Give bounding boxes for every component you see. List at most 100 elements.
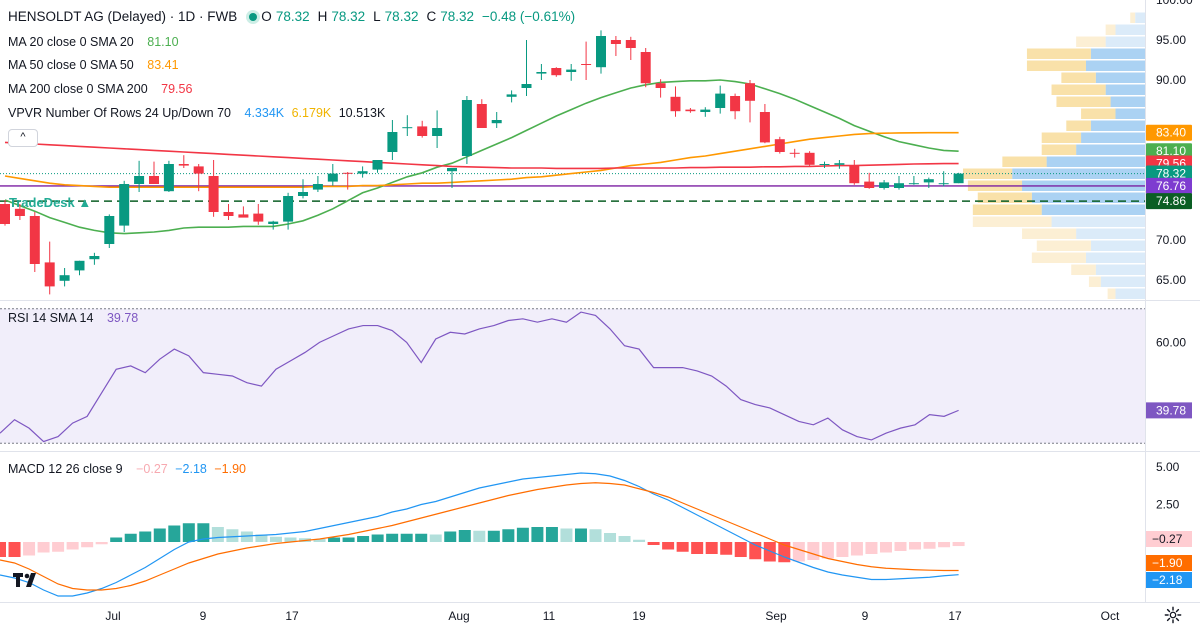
candle-body	[0, 204, 10, 224]
ma200-legend[interactable]: MA 200 close 0 SMA 200 79.56	[8, 81, 196, 97]
price-axis-tick: 70.00	[1156, 233, 1186, 247]
candle-body	[625, 40, 636, 48]
gear-icon[interactable]	[1164, 606, 1182, 624]
volume-profile-up-bar	[1051, 216, 1145, 227]
candle-body	[312, 184, 323, 190]
watermark-text: TradeDesk	[9, 195, 75, 210]
macd-histogram-bar	[66, 542, 79, 550]
candle-body	[44, 262, 55, 287]
volume-profile-up-bar	[1090, 120, 1145, 131]
volume-profile-down-bar	[1026, 48, 1091, 59]
candle-body	[268, 221, 279, 224]
macd-histogram-bar	[400, 533, 413, 542]
ma20-legend[interactable]: MA 20 close 0 SMA 20 81.10	[8, 34, 183, 50]
price-axis-badge	[1146, 143, 1192, 160]
time-axis-tick: 11	[543, 609, 556, 623]
volume-profile-up-bar	[1085, 60, 1145, 71]
candle-body	[864, 181, 875, 188]
macd-histogram-bar	[211, 527, 224, 542]
volume-profile-up-bar	[1046, 156, 1145, 167]
macd-label: MACD 12 26 close 9	[8, 462, 123, 476]
macd-histogram-bar	[328, 537, 341, 542]
price-axis-badge	[1146, 193, 1192, 210]
candle-body	[521, 84, 532, 88]
price-axis-badge-text: 76.76	[1156, 179, 1186, 193]
macd-histogram-bar	[894, 542, 907, 551]
volume-profile-down-bar	[977, 192, 1032, 203]
macd-histogram-bar	[458, 530, 471, 542]
macd-histogram-bar	[444, 531, 457, 542]
volume-profile-up-bar	[1095, 264, 1145, 275]
volume-profile-down-bar	[1031, 252, 1086, 263]
macd-line	[0, 472, 959, 597]
collapse-legend-button[interactable]: ^	[8, 129, 38, 147]
macd-histogram-bar	[342, 537, 355, 542]
volume-profile-down-bar	[1071, 264, 1096, 275]
macd-histogram-bar	[516, 527, 529, 542]
ohlc-high: H 78.32	[318, 9, 370, 24]
symbol-title[interactable]: HENSOLDT AG (Delayed) · 1D · FWB	[8, 9, 238, 24]
volume-profile-down-bar	[1076, 36, 1106, 47]
time-axis-tick: Jul	[105, 609, 120, 623]
volume-profile-down-bar	[1130, 12, 1136, 23]
volume-profile-up-bar	[1085, 252, 1145, 263]
volume-profile-up-bar	[1095, 72, 1145, 83]
candle-body	[640, 52, 651, 84]
macd-histogram-bar	[81, 542, 94, 548]
macd-axis-badge-text: −2.18	[1152, 573, 1183, 587]
candle-body	[745, 83, 755, 101]
macd-histogram-bar	[371, 534, 384, 542]
macd-histogram-bar	[850, 542, 863, 556]
tradingview-logo-icon[interactable]	[12, 570, 38, 590]
price-axis-badge	[1146, 165, 1192, 182]
macd-histogram-bar	[734, 542, 747, 557]
candle-body	[283, 196, 294, 222]
macd-histogram-bar	[720, 542, 733, 555]
high-label: H	[317, 9, 328, 24]
volume-profile-up-bar	[1105, 84, 1145, 95]
volume-profile-up-bar	[1076, 144, 1145, 155]
candle-body	[357, 171, 368, 174]
macd-histogram-bar	[110, 537, 123, 542]
low-label: L	[373, 9, 381, 24]
ma50-legend[interactable]: MA 50 close 0 SMA 50 83.41	[8, 57, 183, 73]
time-axis-tick: Aug	[448, 609, 469, 623]
price-axis-badge-text: 83.40	[1156, 126, 1186, 140]
macd-histogram-bar	[487, 530, 500, 542]
macd-histogram-bar	[197, 523, 210, 542]
moving-average-line	[4, 79, 959, 235]
candle-body	[417, 126, 428, 136]
volume-profile-down-bar	[1107, 288, 1116, 299]
price-axis-badge-text: 81.10	[1156, 144, 1186, 158]
macd-histogram-bar	[269, 536, 282, 542]
ohlc-open: O 78.32	[261, 9, 313, 24]
macd-histogram-bar	[240, 531, 253, 542]
vpvr-label: VPVR Number Of Rows 24 Up/Down 70	[8, 106, 232, 120]
macd-histogram-bar	[909, 542, 922, 550]
candle-body	[14, 208, 25, 216]
ma200-value: 79.56	[161, 82, 193, 96]
ohlc-close: C 78.32	[426, 9, 478, 24]
candle-body	[327, 173, 338, 182]
close-label: C	[426, 9, 437, 24]
candle-body	[134, 176, 145, 184]
vpvr-total-value: 10.513K	[338, 106, 386, 120]
macd-histogram-bar	[633, 539, 646, 542]
macd-legend[interactable]: MACD 12 26 close 9 −0.27 −2.18 −1.90	[8, 461, 250, 477]
volume-profile-up-bar	[1115, 288, 1145, 299]
candle-body	[685, 109, 696, 112]
rsi-legend[interactable]: RSI 14 SMA 14 39.78	[8, 310, 142, 326]
vpvr-legend[interactable]: VPVR Number Of Rows 24 Up/Down 70 4.334K…	[8, 105, 389, 121]
candle-body	[119, 184, 130, 226]
macd-histogram-bar	[52, 542, 65, 552]
macd-histogram-bar	[792, 542, 805, 562]
macd-histogram-bar	[545, 527, 558, 542]
open-value: 78.32	[275, 9, 310, 24]
macd-signal-line	[0, 482, 959, 591]
candle-body	[879, 182, 890, 188]
volume-profile-down-bar	[1056, 96, 1111, 107]
macd-histogram-bar	[879, 542, 892, 553]
candle-body	[819, 164, 830, 165]
